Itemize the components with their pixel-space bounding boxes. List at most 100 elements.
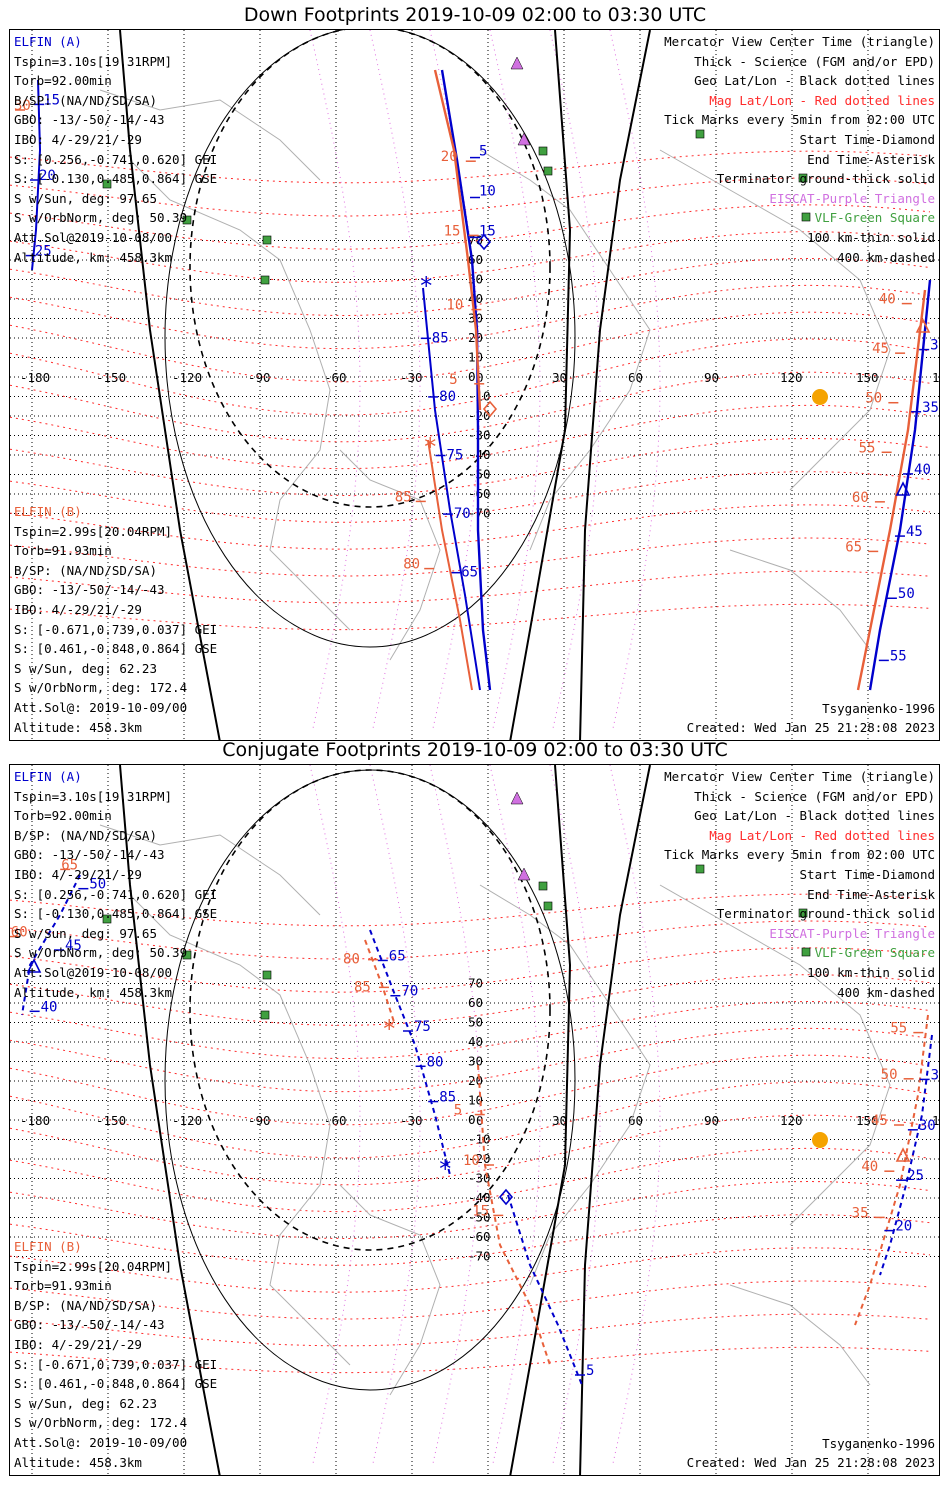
- elfin-a-east-track: [868, 279, 932, 691]
- elfin-b-line: GBO: -13/-50/-14/-43: [14, 582, 165, 598]
- vlf-square-icon: [538, 881, 548, 891]
- legend-item: Mag Lat/Lon - Red dotted lines: [709, 827, 935, 843]
- elfin-a-topleft-label: 20: [39, 168, 56, 184]
- elfin-a-west-label: 80: [427, 1054, 444, 1070]
- lat-tick-label: 50: [468, 1015, 483, 1030]
- legend-item: Mercator View Center Time (triangle): [664, 769, 935, 784]
- elfin-b-main-label: 10: [446, 298, 463, 314]
- legend-item: Terminator ground-thick solid: [716, 171, 935, 187]
- coastline: [339, 1184, 441, 1396]
- vlf-square-icon: [262, 970, 272, 980]
- terminator-line: [579, 30, 651, 740]
- coastline: [339, 449, 441, 661]
- elfin-a-west-label: 85: [432, 330, 449, 346]
- elfin-a-line: S: [0.256,-0.741,0.620] GEI: [14, 151, 218, 167]
- elfin-a-line: B/SP: (NA/ND/SD/SA): [14, 827, 157, 843]
- lon-tick-label: 180: [932, 370, 940, 385]
- terminator-line: [119, 765, 221, 1475]
- lat-tick-label: -70: [468, 1249, 491, 1264]
- mag-lat-gridline: [10, 504, 931, 550]
- mag-lat-gridline: [10, 284, 931, 350]
- elfin-b-line: Torb=91.93min: [14, 1278, 112, 1294]
- lon-tick-label: 120: [780, 1113, 803, 1128]
- vlf-square-icon: [801, 212, 811, 222]
- elfin-a-west-label: 75: [447, 448, 464, 464]
- terminator-line: [119, 30, 221, 740]
- lat-tick-label: -10: [468, 1132, 491, 1147]
- elfin-b-line: Tspin=2.99s[20.04RPM]: [14, 523, 173, 539]
- legend-item: Tick Marks every 5min from 02:00 UTC: [664, 847, 935, 863]
- mag-lat-gridline: [10, 570, 931, 604]
- elfin-b-line: Tspin=2.99s[20.04RPM]: [14, 1258, 173, 1274]
- elfin-a-line: S w/OrbNorm, deg: 50.39: [14, 210, 188, 226]
- elfin-a-line: GBO: -13/-50/-14/-43: [14, 112, 165, 128]
- mag-lat-gridline: [10, 338, 931, 416]
- view-center-triangle-icon: [895, 481, 911, 496]
- elfin-a-line: Torb=92.00min: [14, 808, 112, 824]
- elfin-b-topleft-label: 60: [11, 925, 28, 941]
- footprint-100km-oval: [164, 769, 576, 1391]
- elfin-b-line: IBO: 4/-29/21/-29: [14, 601, 142, 617]
- lon-tick-label: 0: [476, 1113, 484, 1128]
- elfin-b-line: Altitude: 458.3km: [14, 719, 142, 735]
- view-center-triangle-icon: [915, 318, 931, 333]
- legend: Mercator View Center Time (triangle) Thi…: [664, 767, 935, 1002]
- vlf-square-icon: [102, 914, 112, 924]
- lat-tick-label: -20: [468, 408, 491, 423]
- elfin-a-line: B/SP: (NA/ND/SD/SA): [14, 92, 157, 108]
- eiscat-triangle-icon: [510, 791, 524, 805]
- sun-icon: [812, 389, 828, 405]
- lat-tick-label: 40: [468, 1034, 483, 1049]
- lat-tick-label: -70: [468, 506, 491, 521]
- eiscat-triangle-icon: [510, 56, 524, 70]
- elfin-b-west-track: [364, 939, 396, 1026]
- mag-lat-gridline: [10, 258, 931, 316]
- vlf-square-icon: [260, 1010, 270, 1020]
- elfin-a-main-label: 5: [586, 1363, 594, 1379]
- down-footprints-map: -180-150-120-90-60-300306090120150180706…: [9, 29, 940, 741]
- elfin-b-east-label: 40: [861, 1159, 878, 1175]
- elfin-a-line: Altitude, km: 458.3km: [14, 249, 173, 265]
- elfin-a-info: ELFIN (A) Tspin=3.10s[19.31RPM] Torb=92.…: [14, 767, 217, 1002]
- start-diamond-icon: [476, 233, 492, 251]
- vlf-square-icon: [262, 235, 272, 245]
- lat-tick-label: 30: [468, 1054, 483, 1069]
- lat-tick-label: -40: [468, 447, 491, 462]
- elfin-b-east-label: 55: [859, 440, 876, 456]
- lat-tick-label: -60: [468, 486, 491, 501]
- mag-lat-gridline: [10, 1027, 931, 1093]
- elfin-b-topleft-label: 30: [14, 98, 31, 114]
- elfin-a-line: S w/Sun, deg: 97.65: [14, 190, 157, 206]
- lon-tick-label: 30: [552, 370, 567, 385]
- terminator-line: [579, 765, 651, 1475]
- mag-lat-gridline: [10, 404, 931, 470]
- vlf-square-icon: [798, 173, 808, 183]
- elfin-b-west-label: 80: [403, 557, 420, 573]
- legend-item: Start Time-Diamond: [799, 131, 935, 147]
- elfin-b-line: S: [0.461,-0.848,0.864] GSE: [14, 1376, 218, 1392]
- lon-tick-label: 90: [704, 1113, 719, 1128]
- legend-item: Geo Lat/Lon - Black dotted lines: [694, 73, 935, 89]
- elfin-b-line: B/SP: (NA/ND/SD/SA): [14, 1297, 157, 1313]
- elfin-b-line: S w/Sun, deg: 62.23: [14, 660, 157, 676]
- mag-lat-gridline: [10, 150, 931, 184]
- lon-tick-label: -120: [172, 1113, 202, 1128]
- legend-item: End Time-Asterisk: [807, 886, 935, 902]
- lon-tick-label: 0: [476, 370, 484, 385]
- vlf-square-icon: [695, 129, 705, 139]
- legend-item: Terminator ground-thick solid: [716, 906, 935, 922]
- elfin-b-line: S: [-0.671,0.739,0.037] GEI: [14, 621, 218, 637]
- lat-tick-label: -30: [468, 428, 491, 443]
- legend-item: 100 km-thin solid: [807, 229, 935, 245]
- elfin-b-main-label: 5: [454, 1103, 462, 1119]
- mag-lat-gridline: [10, 471, 931, 523]
- end-asterisk-icon: *: [438, 1155, 452, 1183]
- mag-lat-gridline: [10, 974, 931, 1026]
- elfin-b-line: S: [-0.671,0.739,0.037] GEI: [14, 1356, 218, 1372]
- eiscat-triangle-icon: [517, 867, 531, 881]
- footprint-400km-oval: [189, 30, 551, 508]
- elfin-a-line: IBO: 4/-29/21/-29: [14, 866, 142, 882]
- vlf-square-icon: [260, 275, 270, 285]
- elfin-b-west-track: [427, 439, 473, 691]
- elfin-b-line: S w/OrbNorm, deg: 172.4: [14, 1415, 188, 1431]
